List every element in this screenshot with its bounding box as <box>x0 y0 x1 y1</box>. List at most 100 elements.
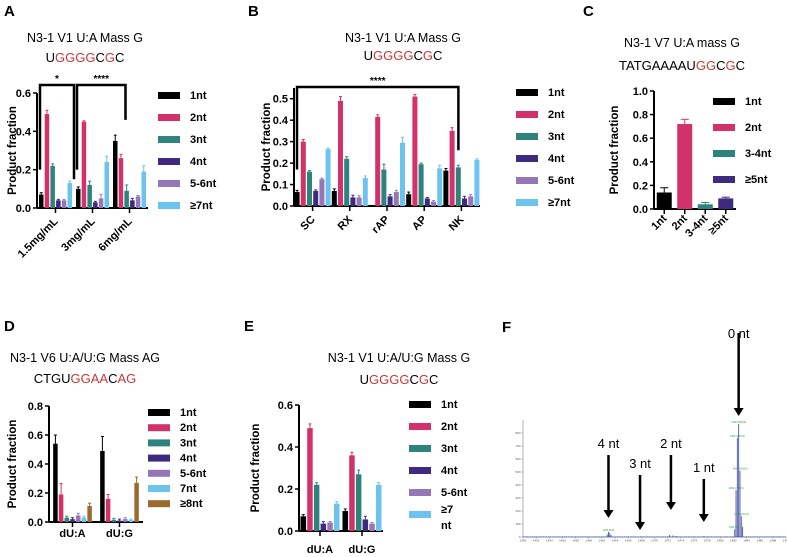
x-tick-label: 1488 <box>770 539 777 543</box>
bar <box>93 202 98 208</box>
x-tick-label: dU:G <box>349 544 376 556</box>
bar <box>98 198 104 208</box>
bar <box>656 192 672 209</box>
sequence-highlight: GGGG <box>373 48 413 63</box>
sequence-part: CTGU <box>34 371 71 386</box>
legend-label: 4nt <box>180 453 197 465</box>
y-tick-label: 0.6 <box>633 133 648 145</box>
sequence-part: C <box>429 372 438 387</box>
legend-swatch <box>713 124 735 131</box>
legend-swatch <box>158 114 180 121</box>
x-tick-label: rAP <box>370 214 392 236</box>
bar <box>141 171 146 208</box>
sequence-part: TATGAAAAU <box>619 58 696 73</box>
bar <box>349 455 355 531</box>
arrow-head <box>733 408 744 416</box>
x-tick-label: 1474 <box>677 539 684 543</box>
y-axis-label: Product fraction <box>261 103 273 192</box>
sequence-part: C <box>716 58 725 73</box>
x-tick-label: 1472 <box>664 539 671 543</box>
y-tick-label: 0.2 <box>273 158 288 170</box>
chart-title: N3-1 V7 U:A mass G <box>624 36 740 50</box>
bar <box>56 200 61 208</box>
bar <box>58 494 64 522</box>
bar <box>369 523 375 531</box>
x-tick-label: 1476 <box>691 539 698 543</box>
bar <box>331 190 337 206</box>
legend-label: ≥7nt <box>190 200 213 212</box>
bar <box>375 116 381 206</box>
significance-bracket <box>75 83 127 170</box>
bar <box>111 519 117 522</box>
y-tick-label: 0.4 <box>16 126 32 138</box>
bar <box>406 194 412 206</box>
x-tick-label: 1454 <box>546 539 553 543</box>
y-tick-label: 0.2 <box>16 165 31 177</box>
bar <box>67 183 72 208</box>
legend-swatch <box>409 511 431 518</box>
legend-swatch <box>713 150 735 157</box>
peak-label: 1482.1356(3) <box>729 487 744 490</box>
significance-bracket <box>295 85 460 170</box>
sequence: UGGGGCGC <box>46 50 125 65</box>
y-axis-label: Product fraction <box>250 424 262 513</box>
sequence-highlight: GGGG <box>55 50 95 65</box>
y-tick-label: 500 <box>515 470 520 474</box>
sequence-highlight: GGAA <box>71 371 109 386</box>
y-tick-label: 0.4 <box>633 157 649 169</box>
peak-label: 1482.8058(3) <box>731 421 746 424</box>
legend-label: 4nt <box>441 465 458 477</box>
legend-label: 3nt <box>190 134 207 146</box>
bar <box>87 506 92 522</box>
bar <box>455 167 461 206</box>
bar <box>424 198 430 206</box>
x-tick-label: 1460 <box>585 539 592 543</box>
y-axis-label: Product fraction <box>7 106 19 195</box>
y-tick-label: 0.4 <box>273 115 289 127</box>
x-tick-label: AP <box>410 214 429 233</box>
bar <box>393 192 399 206</box>
y-tick-label: 0.2 <box>633 180 648 192</box>
y-tick-label: 0.6 <box>28 430 43 442</box>
x-tick-label: 1456 <box>559 539 566 543</box>
bar <box>44 114 50 208</box>
bar <box>468 196 474 206</box>
bar <box>307 428 313 531</box>
bar <box>325 149 331 206</box>
sequence: UGGGGCGC <box>360 372 439 387</box>
bar <box>362 519 369 531</box>
x-tick-label: ≥5nt <box>706 212 731 237</box>
bar <box>104 162 109 208</box>
legend-swatch <box>516 199 538 206</box>
sequence: CTGUGGAACAG <box>34 371 137 386</box>
legend-label: 2nt <box>190 112 207 124</box>
bar <box>437 168 443 206</box>
x-tick-label: 1468 <box>638 539 645 543</box>
bar <box>130 200 135 208</box>
x-tick-label: dU:G <box>106 528 133 540</box>
sequence-highlight: G <box>423 48 433 63</box>
legend-label: ≥7nt <box>548 197 571 209</box>
y-tick-label: 800 <box>515 431 520 435</box>
legend-swatch <box>158 92 180 99</box>
x-tick-label: 1.5mg/mL <box>16 215 61 260</box>
peak-label: 1463.1160 <box>603 529 615 532</box>
panel-C: CN3-1 V7 U:A mass GTATGAAAAUGGCGC0.00.20… <box>583 3 772 240</box>
x-tick-label: 1458 <box>572 539 579 543</box>
bar <box>39 194 44 208</box>
arrow-head <box>665 502 676 510</box>
bar <box>418 164 424 206</box>
bar <box>697 204 713 209</box>
panel-label: F <box>502 319 511 336</box>
y-tick-label: 300 <box>515 496 520 500</box>
legend-swatch <box>409 467 431 474</box>
bar <box>320 523 327 531</box>
bar <box>313 484 320 531</box>
panel-A: AN3-1 V1 U:A Mass GUGGGGCGC0.00.20.40.6P… <box>4 3 217 260</box>
significance-label: **** <box>370 76 386 87</box>
panel-label: E <box>244 318 254 335</box>
bar <box>376 484 382 531</box>
bar <box>87 185 92 208</box>
chart-title: N3-1 V1 U:A Mass G <box>345 31 461 45</box>
